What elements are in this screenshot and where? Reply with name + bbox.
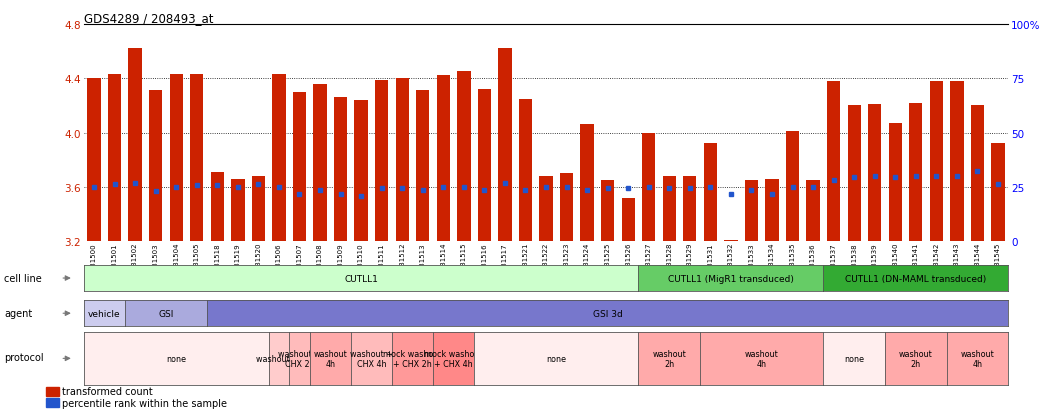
Bar [46,399,59,407]
Text: GDS4289 / 208493_at: GDS4289 / 208493_at [84,12,214,25]
Text: washout
4h: washout 4h [960,349,995,368]
Text: washout
4h: washout 4h [313,349,348,368]
Text: washout
2h: washout 2h [652,349,686,368]
Bar [251,177,265,242]
Bar [149,91,162,242]
Bar [601,180,615,242]
Bar [930,82,943,242]
Bar [663,177,676,242]
Bar [744,180,758,242]
Text: none: none [166,354,186,363]
Text: cell line: cell line [4,273,42,283]
Text: mock washout
+ CHX 2h: mock washout + CHX 2h [383,349,442,368]
Bar [108,75,121,242]
Bar [437,76,450,242]
Text: percentile rank within the sample: percentile rank within the sample [62,398,227,408]
Bar [210,173,224,242]
Text: vehicle: vehicle [88,309,120,318]
Bar [580,125,594,242]
Bar [375,81,388,242]
Bar [293,93,306,242]
Bar [477,90,491,242]
Text: GSI: GSI [158,309,174,318]
Bar [519,99,532,242]
Bar [87,79,101,242]
Bar [170,75,183,242]
Text: CUTLL1 (DN-MAML transduced): CUTLL1 (DN-MAML transduced) [845,274,986,283]
Text: CUTLL1: CUTLL1 [344,274,378,283]
Text: GSI 3d: GSI 3d [593,309,623,318]
Bar [725,240,737,242]
Bar [396,79,409,242]
Text: CUTLL1 (MigR1 transduced): CUTLL1 (MigR1 transduced) [668,274,794,283]
Bar [539,177,553,242]
Text: mock washout
+ CHX 4h: mock washout + CHX 4h [424,349,483,368]
Text: transformed count: transformed count [62,387,153,396]
Bar [765,179,779,242]
Bar [129,49,141,242]
Bar [231,179,245,242]
Bar [622,198,634,242]
Bar [951,82,963,242]
Bar [313,84,327,242]
Bar [683,177,696,242]
Bar [642,133,655,242]
Text: none: none [844,354,864,363]
Bar [458,72,470,242]
Bar [560,174,573,242]
Bar [806,180,820,242]
Text: protocol: protocol [4,352,44,363]
Text: washout +
CHX 4h: washout + CHX 4h [350,349,393,368]
Text: agent: agent [4,308,32,318]
Bar [334,98,348,242]
Bar [868,105,882,242]
Bar [909,103,922,242]
Bar [355,101,367,242]
Bar [786,132,799,242]
Text: washout +
CHX 2h: washout + CHX 2h [279,349,321,368]
Bar [971,106,984,242]
Bar [992,144,1005,242]
Bar [191,75,203,242]
Bar [272,75,286,242]
Bar [827,82,841,242]
Text: washout
4h: washout 4h [744,349,779,368]
Text: washout
2h: washout 2h [899,349,933,368]
Bar [498,49,512,242]
Bar [847,106,861,242]
Text: washout 2h: washout 2h [255,354,303,363]
Bar [46,387,59,396]
Bar [416,91,429,242]
Text: none: none [547,354,566,363]
Bar [704,144,717,242]
Bar [889,124,901,242]
